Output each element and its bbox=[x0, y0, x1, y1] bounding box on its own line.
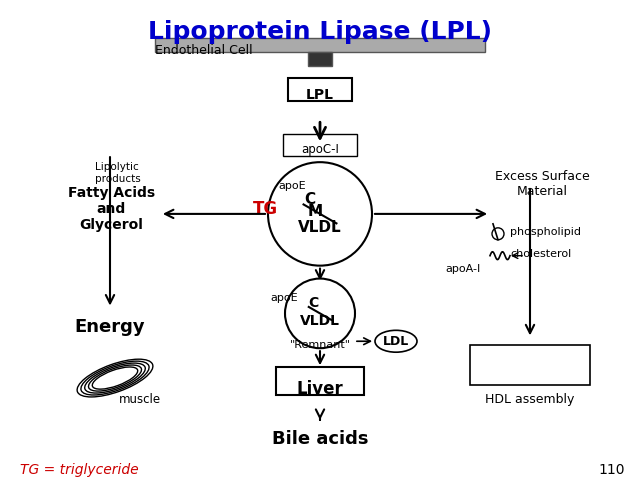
Text: VLDL: VLDL bbox=[298, 220, 342, 235]
Text: C: C bbox=[308, 297, 318, 311]
Text: apoC-I: apoC-I bbox=[301, 143, 339, 156]
Text: phospholipid: phospholipid bbox=[510, 227, 581, 237]
Text: M: M bbox=[307, 204, 323, 219]
Text: Lipolytic
products: Lipolytic products bbox=[95, 162, 141, 184]
Circle shape bbox=[285, 278, 355, 348]
Text: muscle: muscle bbox=[119, 393, 161, 406]
Text: LPL: LPL bbox=[306, 87, 334, 102]
Text: VLDL: VLDL bbox=[300, 314, 340, 328]
Text: apoE: apoE bbox=[278, 181, 306, 191]
FancyBboxPatch shape bbox=[283, 134, 357, 156]
Text: Endothelial Cell: Endothelial Cell bbox=[155, 44, 253, 57]
Text: cholesterol: cholesterol bbox=[510, 249, 572, 259]
FancyBboxPatch shape bbox=[288, 78, 352, 101]
Text: TG: TG bbox=[252, 200, 278, 218]
Text: 110: 110 bbox=[598, 463, 625, 477]
Text: Bile acids: Bile acids bbox=[272, 430, 368, 448]
Text: Fatty Acids
and
Glycerol: Fatty Acids and Glycerol bbox=[68, 186, 155, 232]
FancyBboxPatch shape bbox=[470, 345, 590, 385]
Text: Lipoprotein Lipase (LPL): Lipoprotein Lipase (LPL) bbox=[148, 20, 492, 44]
FancyBboxPatch shape bbox=[155, 38, 485, 52]
Ellipse shape bbox=[375, 330, 417, 352]
Text: Excess Surface
Material: Excess Surface Material bbox=[495, 170, 589, 198]
Text: LDL: LDL bbox=[383, 335, 409, 348]
Text: HDL assembly: HDL assembly bbox=[485, 393, 575, 406]
Text: Liver: Liver bbox=[296, 380, 344, 398]
Text: apoE: apoE bbox=[270, 293, 298, 303]
Text: TG = triglyceride: TG = triglyceride bbox=[20, 463, 139, 477]
Text: Energy: Energy bbox=[75, 318, 145, 336]
Text: "Remnant": "Remnant" bbox=[290, 340, 351, 350]
Circle shape bbox=[268, 162, 372, 265]
FancyBboxPatch shape bbox=[276, 367, 364, 395]
FancyBboxPatch shape bbox=[308, 52, 332, 66]
Text: apoA-I: apoA-I bbox=[445, 264, 480, 274]
Text: C: C bbox=[305, 192, 316, 207]
